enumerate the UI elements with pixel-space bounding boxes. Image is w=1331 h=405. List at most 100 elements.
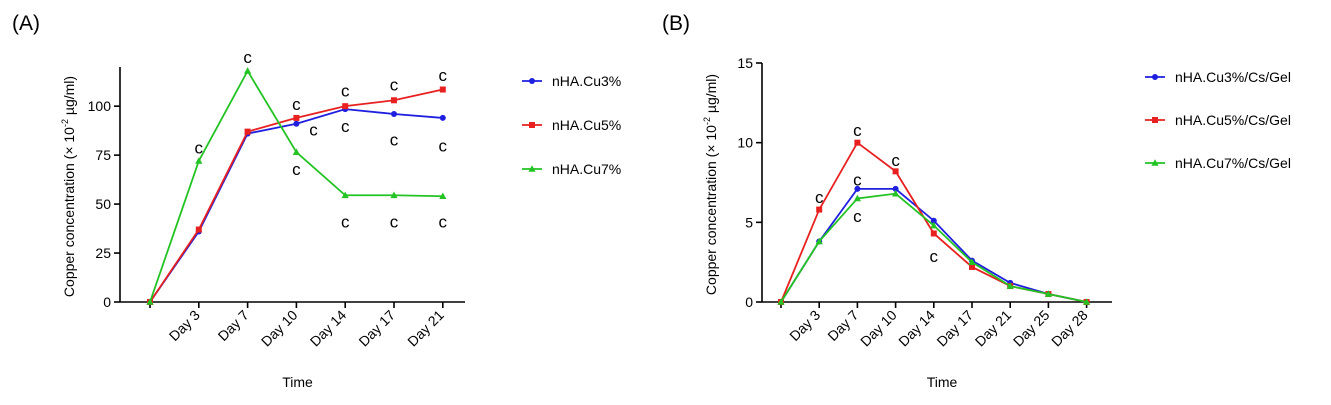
data-point-2-1 bbox=[195, 157, 203, 164]
y-axis-title-part: µg/ml) bbox=[703, 74, 719, 117]
data-point-2-8 bbox=[1083, 298, 1091, 305]
data-point-2-4 bbox=[341, 191, 349, 199]
legend-marker bbox=[529, 78, 535, 84]
legend-label: nHA.Cu7% bbox=[552, 161, 621, 177]
data-point-1-4 bbox=[930, 230, 937, 237]
y-tick-label: 100 bbox=[88, 98, 112, 114]
legend-marker bbox=[1151, 159, 1159, 166]
significance-mark: c bbox=[243, 48, 252, 67]
data-point-2-0 bbox=[777, 298, 785, 305]
y-axis-title-part: µg/ml) bbox=[61, 76, 77, 119]
x-tick-label: Day 10 bbox=[258, 307, 301, 350]
significance-mark: c bbox=[390, 213, 399, 232]
data-point-2-4 bbox=[930, 221, 938, 229]
significance-mark: c bbox=[439, 213, 448, 232]
x-tick-label: Day 21 bbox=[404, 307, 447, 350]
y-tick-label: 15 bbox=[737, 55, 753, 71]
series-line-0 bbox=[780, 187, 1087, 303]
data-point-2-1 bbox=[815, 237, 823, 245]
data-point-2-3 bbox=[292, 148, 300, 155]
chart-a: 0 25 50 75 100 Day 3 Day 7 Day 10 Day 14 Day 17 Da… bbox=[60, 48, 621, 390]
y-axis-title: Copper concentration (× 10-2 µg/ml) bbox=[60, 76, 77, 297]
significance-mark: c bbox=[309, 121, 318, 140]
legend-label: nHA.Cu3% bbox=[552, 73, 621, 89]
data-point-1-5 bbox=[391, 97, 397, 104]
legend-marker bbox=[1152, 74, 1158, 80]
x-tick-label: Day 25 bbox=[1010, 307, 1053, 350]
data-point-0-4 bbox=[930, 217, 937, 224]
y-axis-title: Copper concentration (× 10-2 µg/ml) bbox=[702, 74, 719, 295]
data-point-1-2 bbox=[244, 128, 251, 135]
x-axis-title: Time bbox=[282, 374, 313, 390]
significance-mark: c bbox=[341, 213, 350, 232]
data-point-2-6 bbox=[1006, 282, 1014, 289]
x-tick-label: Day 10 bbox=[857, 307, 900, 350]
data-point-2-5 bbox=[390, 191, 398, 199]
y-tick-label: 10 bbox=[737, 135, 753, 151]
legend-marker bbox=[529, 122, 535, 128]
data-point-2-5 bbox=[968, 258, 976, 265]
x-tick-label: Day 14 bbox=[307, 307, 350, 350]
y-tick-label: 25 bbox=[95, 245, 111, 261]
data-point-1-1 bbox=[195, 226, 202, 233]
x-tick-label: Day 17 bbox=[933, 307, 976, 350]
significance-mark: c bbox=[195, 138, 204, 157]
data-point-0-3 bbox=[293, 120, 300, 127]
data-point-1-2 bbox=[854, 139, 861, 146]
y-axis-title-part: Copper concentration (× 10 bbox=[703, 125, 719, 295]
x-tick-label: Day 28 bbox=[1048, 307, 1091, 350]
significance-mark: c bbox=[439, 136, 448, 155]
y-tick-label: 75 bbox=[95, 147, 111, 163]
data-point-2-3 bbox=[892, 189, 900, 197]
significance-mark: c bbox=[390, 130, 399, 149]
significance-mark: c bbox=[341, 82, 350, 101]
significance-mark: c bbox=[853, 121, 862, 140]
significance-mark: c bbox=[815, 188, 824, 207]
data-point-1-3 bbox=[293, 114, 300, 121]
legend-label: nHA.Cu7%/Cs/Gel bbox=[1175, 155, 1291, 171]
legend-label: nHA.Cu5% bbox=[552, 117, 621, 133]
y-axis-title-sup: -2 bbox=[702, 117, 712, 125]
significance-mark: c bbox=[891, 151, 900, 170]
data-point-2-2 bbox=[244, 67, 252, 74]
x-tick-label: Day 21 bbox=[972, 307, 1015, 350]
data-point-2-6 bbox=[439, 192, 447, 200]
legend-marker bbox=[1152, 117, 1158, 123]
x-tick-label: Day 3 bbox=[166, 307, 203, 344]
x-tick-label: Day 3 bbox=[786, 307, 823, 344]
significance-mark: c bbox=[390, 76, 399, 95]
data-point-0-2 bbox=[854, 185, 861, 192]
legend-label: nHA.Cu3%/Cs/Gel bbox=[1175, 69, 1291, 85]
significance-mark: c bbox=[439, 66, 448, 85]
significance-mark: c bbox=[292, 95, 301, 114]
y-tick-label: 5 bbox=[745, 214, 753, 230]
y-tick-label: 50 bbox=[95, 196, 111, 212]
significance-mark: c bbox=[341, 117, 350, 136]
y-axis-title-part: Copper concentration (× 10 bbox=[61, 127, 77, 297]
x-axis-title: Time bbox=[927, 374, 958, 390]
legend-marker bbox=[528, 165, 536, 172]
x-tick-label: Day 17 bbox=[355, 307, 398, 350]
data-point-1-1 bbox=[816, 206, 823, 213]
y-tick-label: 0 bbox=[103, 294, 111, 310]
data-point-0-5 bbox=[391, 111, 397, 117]
data-point-2-2 bbox=[853, 194, 861, 202]
data-point-2-7 bbox=[1044, 290, 1052, 297]
data-point-0-3 bbox=[892, 185, 899, 192]
data-point-0-6 bbox=[439, 114, 446, 121]
significance-mark: c bbox=[292, 160, 301, 179]
data-point-1-6 bbox=[439, 86, 446, 93]
data-point-1-5 bbox=[969, 263, 975, 270]
data-point-1-4 bbox=[342, 103, 349, 110]
panel-label-b: (B) bbox=[662, 12, 690, 35]
x-tick-label: Day 14 bbox=[895, 307, 938, 350]
data-point-2-0 bbox=[146, 298, 154, 305]
significance-mark: c bbox=[930, 247, 939, 266]
significance-mark: c bbox=[853, 207, 862, 226]
legend-label: nHA.Cu5%/Cs/Gel bbox=[1175, 112, 1291, 128]
x-tick-label: Day 7 bbox=[215, 307, 252, 344]
panel-label-a: (A) bbox=[12, 12, 40, 35]
data-point-1-3 bbox=[892, 168, 899, 175]
